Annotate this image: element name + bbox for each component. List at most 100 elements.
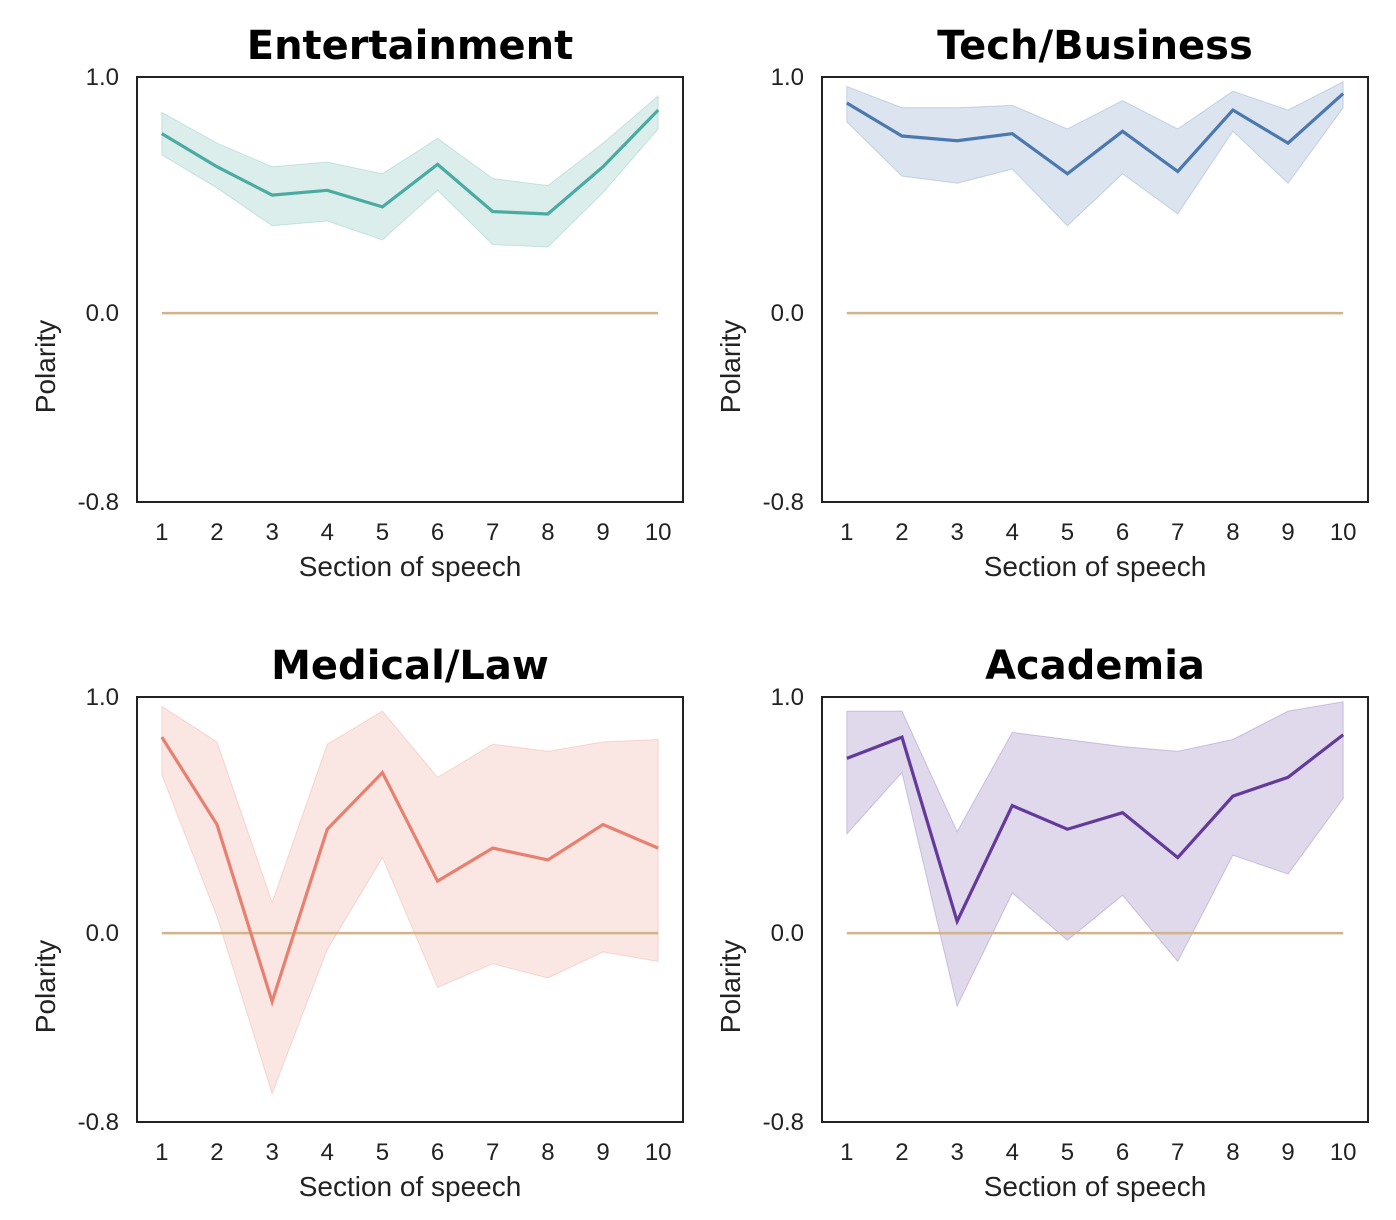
y-tick-label: 0.0 [86,300,119,327]
x-tick-label: 4 [321,1139,334,1166]
x-tick-label: 8 [1226,1139,1239,1166]
x-tick-label: 1 [840,519,853,546]
x-tick-label: 9 [596,1139,609,1166]
x-tick-label: 1 [155,519,168,546]
x-tick-label: 4 [321,519,334,546]
x-tick-label: 6 [1116,519,1129,546]
data-point-9 [1286,141,1290,145]
x-tick-label: 10 [645,519,672,546]
y-tick-label: 0.0 [771,920,804,947]
x-tick-label: 3 [950,1139,963,1166]
y-tick-label: 0.0 [86,920,119,947]
x-tick-label: 8 [541,519,554,546]
series-line [160,736,659,1007]
x-tick-label: 2 [210,519,223,546]
y-tick-label: -0.8 [763,1109,804,1136]
x-tick-label: 6 [431,1139,444,1166]
x-tick-label: 9 [596,519,609,546]
x-tick-label: 2 [895,1139,908,1166]
x-tick-label: 1 [840,1139,853,1166]
y-axis-label: Polarity [30,940,61,1033]
data-point-2 [900,735,904,739]
x-tick-label: 7 [486,1139,499,1166]
data-point-7 [1176,169,1180,173]
data-point-10 [656,846,660,850]
x-tick-label: 4 [1006,519,1019,546]
data-point-6 [436,162,440,166]
x-axis-label: Section of speech [984,1171,1207,1202]
data-point-8 [546,858,550,862]
data-point-2 [215,165,219,169]
data-point-5 [380,771,384,775]
x-axis-label: Section of speech [299,1171,522,1202]
confidence-band [161,705,659,1096]
x-tick-label: 10 [1330,1139,1357,1166]
x-tick-label: 10 [645,1139,672,1166]
y-tick-label: 1.0 [771,684,804,711]
x-tick-label: 1 [155,1139,168,1166]
y-tick-label: 0.0 [771,300,804,327]
plot-frame [821,76,1369,503]
x-tick-label: 7 [1171,1139,1184,1166]
y-axis-label: Polarity [715,940,746,1033]
data-point-9 [601,823,605,827]
data-point-10 [656,108,660,112]
data-point-8 [1231,108,1235,112]
x-tick-label: 9 [1281,519,1294,546]
data-point-3 [955,919,959,923]
data-point-8 [1231,794,1235,798]
x-tick-label: 2 [895,519,908,546]
chart-title: Tech/Business [937,23,1253,69]
series-line [845,92,1345,176]
data-point-9 [601,165,605,169]
chart-title: Academia [985,643,1205,689]
data-point-7 [491,210,495,214]
panel-medical-law: Medical/Law 1.0 0.0 -0.8 1 2 3 4 5 6 7 8 9 10 Section … [30,643,684,1202]
data-point-1 [160,132,164,136]
data-point-4 [1010,132,1014,136]
data-point-4 [1010,804,1014,808]
x-tick-label: 7 [1171,519,1184,546]
x-tick-label: 10 [1330,519,1357,546]
y-axis-label: Polarity [30,320,61,413]
x-tick-label: 5 [1061,1139,1074,1166]
x-tick-label: 2 [210,1139,223,1166]
y-tick-label: 1.0 [771,64,804,91]
x-tick-label: 5 [1061,519,1074,546]
x-tick-label: 4 [1006,1139,1019,1166]
data-point-3 [270,1000,274,1004]
chart-title: Entertainment [247,23,573,69]
x-tick-label: 5 [376,1139,389,1166]
data-point-1 [160,735,164,739]
x-tick-label: 6 [1116,1139,1129,1166]
data-point-1 [845,101,849,105]
x-tick-label: 7 [486,519,499,546]
x-tick-label: 8 [1226,519,1239,546]
panel-tech-business: Tech/Business 1.0 0.0 -0.8 1 2 3 4 5 6 7 8 9 10 Sectio… [715,23,1369,582]
panel-entertainment: Entertainment 1.0 0.0 -0.8 1 2 3 4 5 6 7 8 9 10 Sectio… [30,23,684,582]
data-point-8 [546,212,550,216]
plot-frame [136,696,684,1123]
data-point-10 [1341,733,1345,737]
data-point-4 [325,188,329,192]
data-point-1 [845,756,849,760]
y-tick-label: -0.8 [78,1109,119,1136]
confidence-band [161,94,659,248]
series-line [160,108,660,216]
y-axis-label: Polarity [715,320,746,413]
x-tick-label: 6 [431,519,444,546]
x-tick-label: 8 [541,1139,554,1166]
x-tick-label: 3 [265,1139,278,1166]
y-tick-label: -0.8 [763,489,804,516]
panel-academia: Academia 1.0 0.0 -0.8 1 2 3 4 5 6 7 8 9 10 Section of … [715,643,1369,1202]
data-point-6 [436,879,440,883]
data-point-5 [1065,172,1069,176]
chart-title: Medical/Law [271,643,549,689]
data-point-7 [491,846,495,850]
plot-frame [821,696,1369,1123]
series-line [846,733,1345,926]
data-point-3 [955,139,959,143]
data-point-5 [1065,827,1069,831]
data-point-5 [380,205,384,209]
